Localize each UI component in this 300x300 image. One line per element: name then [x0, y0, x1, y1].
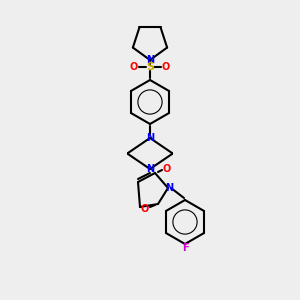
- Text: N: N: [146, 55, 154, 65]
- Text: S: S: [146, 62, 154, 72]
- Text: O: O: [163, 164, 171, 174]
- Text: N: N: [146, 164, 154, 174]
- Text: N: N: [146, 133, 154, 143]
- Text: O: O: [130, 62, 138, 72]
- Text: O: O: [162, 62, 170, 72]
- Text: N: N: [165, 183, 173, 193]
- Text: F: F: [182, 243, 188, 253]
- Text: O: O: [141, 204, 149, 214]
